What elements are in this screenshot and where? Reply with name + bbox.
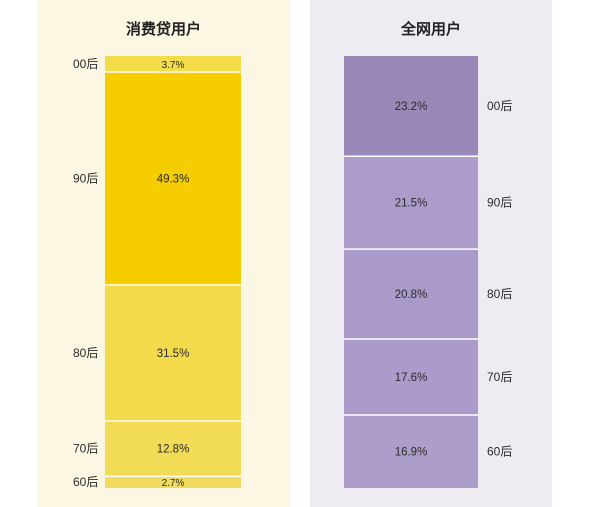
- all-users-value-label: 17.6%: [395, 372, 428, 384]
- consumer-loan-bar-segment: [105, 284, 241, 422]
- all-users-bar-segment: [344, 156, 478, 250]
- consumer-loan-category-label: 70后: [73, 442, 98, 456]
- all-users-value-label: 21.5%: [395, 198, 428, 210]
- consumer-loan-category-label: 00后: [73, 57, 98, 71]
- consumer-loan-value-label: 31.5%: [157, 348, 190, 360]
- all-users-value-label: 23.2%: [395, 101, 428, 113]
- consumer-loan-category-label: 90后: [73, 171, 98, 185]
- all-users-category-label: 70后: [487, 370, 512, 384]
- all-users-value-label: 20.8%: [395, 289, 428, 301]
- consumer-loan-value-label: 12.8%: [157, 444, 190, 456]
- consumer-loan-category-label: 80后: [73, 346, 98, 360]
- all-users-bar-segment: [344, 56, 478, 157]
- consumer-loan-value-label: 3.7%: [162, 60, 185, 71]
- all-users-bar-segment: [344, 338, 478, 415]
- all-users-category-label: 90后: [487, 196, 512, 210]
- consumer-loan-bar-segment: [105, 421, 241, 477]
- all-users-category-label: 00后: [487, 99, 512, 113]
- all-users-category-label: 80后: [487, 287, 512, 301]
- consumer-loan-bar-segment: [105, 56, 241, 72]
- chart-title-all-users: 全网用户: [400, 21, 461, 38]
- consumer-loan-value-label: 49.3%: [157, 173, 190, 185]
- all-users-bar-segment: [344, 414, 478, 488]
- all-users-bar-segment: [344, 249, 478, 339]
- all-users-value-label: 16.9%: [395, 446, 428, 458]
- all-users-category-label: 60后: [487, 444, 512, 458]
- consumer-loan-bar-segment: [105, 71, 241, 285]
- consumer-loan-category-label: 60后: [73, 475, 98, 489]
- consumer-loan-bar-segment: [105, 476, 241, 488]
- consumer-loan-value-label: 2.7%: [162, 478, 185, 489]
- chart-title-consumer-loan: 消费贷用户: [125, 21, 201, 38]
